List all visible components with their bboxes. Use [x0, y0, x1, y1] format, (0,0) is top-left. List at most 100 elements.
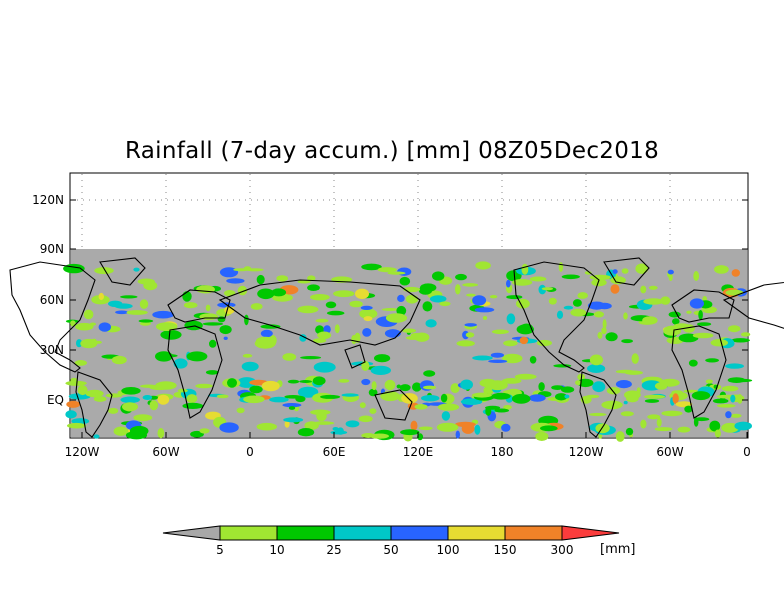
rain-blob: [260, 324, 281, 329]
rain-blob: [397, 294, 405, 302]
rain-blob: [570, 308, 587, 317]
colorbar-label: 300: [550, 543, 574, 557]
rain-blob: [226, 278, 245, 284]
rain-blob: [284, 395, 302, 399]
rain-blob: [725, 363, 744, 369]
rain-blob: [98, 322, 112, 332]
rain-blob: [396, 305, 407, 316]
rain-blob: [503, 340, 518, 347]
rain-blob: [325, 301, 337, 309]
rain-blob: [615, 369, 636, 374]
rain-blob: [555, 393, 568, 401]
rain-blob: [535, 431, 549, 441]
rain-blob: [219, 325, 232, 335]
rain-blob: [205, 370, 219, 375]
rain-blob: [677, 426, 691, 433]
rain-blob: [529, 356, 537, 364]
rain-blob: [640, 285, 647, 294]
rain-blob: [122, 402, 138, 412]
rain-blob: [418, 286, 433, 295]
rain-blob: [283, 417, 304, 423]
rain-blob: [91, 338, 97, 344]
rain-blob: [561, 274, 580, 280]
colorbar-segment: [276, 525, 335, 541]
rain-blob: [410, 420, 418, 431]
rain-blob: [361, 263, 382, 271]
tick-marks: [70, 199, 748, 438]
rain-blob: [636, 387, 641, 394]
rain-blob: [528, 394, 546, 402]
rain-blob: [635, 263, 649, 274]
rain-blob: [297, 386, 319, 398]
colorbar-unit: [mm]: [600, 542, 636, 557]
rain-blob: [249, 385, 263, 394]
rain-blob: [740, 332, 751, 337]
rain-blob: [152, 310, 174, 319]
rain-blob: [133, 414, 153, 422]
rain-blob: [223, 336, 228, 340]
rain-blob: [612, 269, 618, 274]
rain-blob: [282, 353, 297, 361]
rain-blob: [563, 305, 574, 310]
rain-blob: [593, 311, 605, 318]
colorbar-label: 50: [383, 543, 399, 557]
colorbar-segment: [390, 525, 449, 541]
rain-blob: [186, 351, 208, 362]
rain-blob: [494, 408, 510, 413]
rain-blob: [506, 295, 523, 300]
rain-blob: [332, 427, 339, 431]
rain-blob: [244, 314, 249, 326]
rain-blob: [714, 429, 722, 438]
rain-blob: [455, 421, 476, 427]
rain-blob: [693, 417, 699, 427]
rain-blob: [287, 379, 300, 384]
rain-blob: [623, 400, 628, 405]
rain-blob: [380, 391, 400, 402]
rain-blob: [288, 406, 296, 410]
rain-blob: [466, 293, 476, 297]
rain-blob: [227, 378, 237, 388]
rain-blob: [360, 305, 373, 310]
rain-blob: [721, 385, 739, 392]
rain-blob: [361, 433, 376, 438]
rain-blob: [564, 394, 570, 399]
rain-blob: [425, 319, 437, 328]
rain-blob: [689, 298, 705, 309]
rain-blob: [644, 399, 660, 403]
x-tick-label: 60W: [152, 445, 180, 459]
rain-blob: [460, 398, 483, 406]
rain-blob: [589, 354, 604, 366]
rain-blob: [572, 299, 582, 307]
rain-blob: [256, 422, 277, 431]
rain-blob: [400, 429, 420, 436]
rain-blob: [587, 364, 606, 373]
colorbar-segment: [447, 525, 506, 541]
rain-blob: [734, 421, 752, 431]
rain-blob: [155, 351, 173, 362]
x-tick-label: 60E: [322, 445, 346, 459]
rain-blob: [250, 303, 263, 310]
rain-blob: [133, 267, 140, 272]
rain-blob: [589, 412, 607, 417]
rain-blob: [412, 382, 422, 392]
rain-blob: [363, 316, 373, 322]
rain-blob: [76, 339, 83, 348]
y-tick-label: 30N: [39, 343, 64, 357]
rain-blob: [592, 381, 606, 393]
rain-blob: [98, 292, 105, 301]
rain-blob: [644, 394, 666, 399]
x-tick-label: 120W: [64, 445, 100, 459]
rain-blob: [710, 339, 728, 347]
coastline: [99, 257, 146, 286]
rain-blob: [173, 358, 188, 369]
x-tick-label: 120E: [402, 445, 434, 459]
rain-blob: [183, 302, 198, 309]
rain-blob: [462, 283, 479, 287]
rain-blob: [345, 420, 360, 428]
rain-blob: [684, 405, 693, 413]
rain-blob: [374, 354, 391, 363]
rain-blob: [654, 427, 673, 432]
rain-blob: [108, 300, 123, 307]
rain-blob: [502, 353, 523, 364]
rain-blob: [184, 320, 203, 331]
